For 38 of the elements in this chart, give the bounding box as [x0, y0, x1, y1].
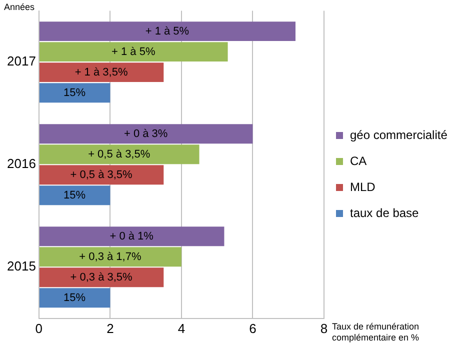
y-axis-title: Années — [4, 2, 36, 12]
y-tick-label: 2017 — [7, 54, 36, 69]
y-tick-label: 2016 — [7, 156, 36, 172]
annotation: + 0,3 à 3,5% — [70, 271, 133, 284]
bar — [39, 42, 228, 62]
annotation: + 0,5 à 3,5% — [70, 168, 133, 181]
annotation: + 1 à 3,5% — [74, 66, 128, 78]
bar — [39, 62, 164, 82]
x-tick-label: 0 — [35, 320, 43, 336]
bar — [39, 22, 296, 42]
bar — [39, 144, 200, 164]
annotation: + 0,3 à 1,7% — [79, 250, 142, 263]
x-tick-label: 4 — [178, 320, 186, 336]
x-tick-label: 6 — [249, 320, 256, 336]
bar — [39, 268, 164, 288]
y-tick-label: 2015 — [7, 258, 36, 274]
legend-label: géo commercialité — [350, 128, 448, 142]
legend-label: taux de base — [350, 206, 419, 220]
x-tick-label: 2 — [106, 320, 114, 336]
annotation: + 0,5 à 3,5% — [88, 148, 150, 160]
bar — [39, 186, 110, 206]
annotation: + 0 à 1% — [110, 230, 154, 242]
x-tick-label: 8 — [320, 320, 328, 336]
bar — [39, 226, 224, 246]
annotation: 15% — [64, 86, 86, 99]
bar — [39, 288, 110, 308]
bar — [39, 165, 164, 185]
legend-label: CA — [350, 154, 367, 168]
legend-label: MLD — [350, 180, 376, 194]
annotation: + 1 à 5% — [111, 46, 156, 58]
bar — [39, 83, 110, 103]
annotation: 15% — [64, 189, 86, 202]
annotation: 15% — [64, 292, 86, 304]
bar — [39, 247, 182, 267]
annotation: + 0 à 3% — [124, 128, 168, 140]
annotation: + 1 à 5% — [145, 25, 190, 38]
bar — [39, 124, 253, 144]
x-axis-title: Taux de rémunération complémentaire en % — [332, 321, 420, 342]
